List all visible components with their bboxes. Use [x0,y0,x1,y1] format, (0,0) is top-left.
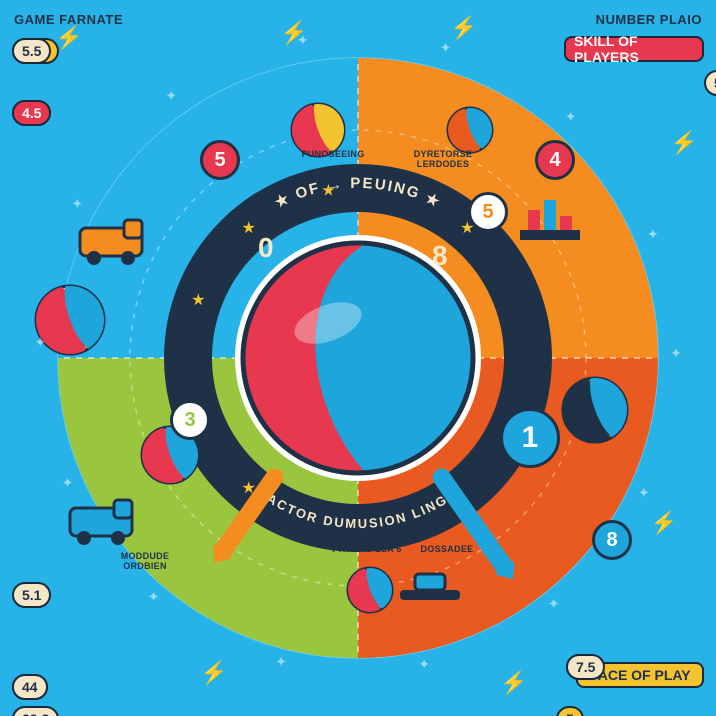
mini-label: MODDUDE ORDBIEN [100,552,190,572]
svg-text:★: ★ [321,183,335,200]
svg-text:✦: ✦ [418,656,430,672]
label-number-plaio: NUMBER PLAIO [596,12,702,27]
svg-text:⚡: ⚡ [670,130,697,156]
label-game-farnate: GAME FARNATE [14,12,123,27]
svg-text:★: ★ [191,292,205,309]
mini-label: DOSSADEE [402,545,492,555]
wheel-number: 5 [468,192,508,232]
svg-text:⚡: ⚡ [450,15,477,41]
svg-text:✦: ✦ [297,32,309,48]
wheel-number: 4 [535,140,575,180]
svg-text:⚡: ⚡ [650,510,677,536]
svg-text:★: ★ [242,220,256,237]
svg-text:✦: ✦ [71,196,83,212]
svg-text:✦: ✦ [647,226,659,242]
wheel-svg: ★ OF → PEUING ★FACTOR DUMUSION LINGE★★★★… [0,0,716,716]
stat-pill: 29.3 [12,706,59,716]
svg-text:✦: ✦ [148,589,160,605]
mini-label: PITALAS LSA 6 [322,545,412,555]
svg-text:✦: ✦ [275,654,287,670]
infographic-stage: ★ OF → PEUING ★FACTOR DUMUSION LINGE★★★★… [0,0,716,716]
label-skill-players: SKILL OF PLAYERS [564,36,704,62]
svg-text:✦: ✦ [440,39,452,55]
stat-pill: 5.1 [12,582,51,608]
stat-pill: 5.5 [12,38,51,64]
svg-text:⚡: ⚡ [500,670,527,696]
wheel-number: 3 [170,400,210,440]
mini-label: DYRETORSE LERDODES [398,150,488,170]
svg-text:⚡: ⚡ [200,660,227,686]
svg-text:⚡: ⚡ [55,25,82,51]
wheel-number: 0 [258,232,274,264]
mini-label: PUNOSEEING [288,150,378,160]
wheel-number: 5 [200,140,240,180]
stat-pill: 4.5 [12,100,51,126]
wheel-number: 8 [432,240,448,272]
wheel-number: 8 [592,520,632,560]
svg-text:✦: ✦ [165,88,177,104]
svg-text:✦: ✦ [548,596,560,612]
svg-text:✦: ✦ [62,474,74,490]
svg-text:✦: ✦ [34,334,46,350]
svg-text:✦: ✦ [565,109,577,125]
stat-pill: 7.5 [566,654,605,680]
stat-pill: 44 [12,674,48,700]
wheel-number: 1 [500,408,560,468]
svg-text:✦: ✦ [670,345,682,361]
svg-text:✦: ✦ [638,484,650,500]
